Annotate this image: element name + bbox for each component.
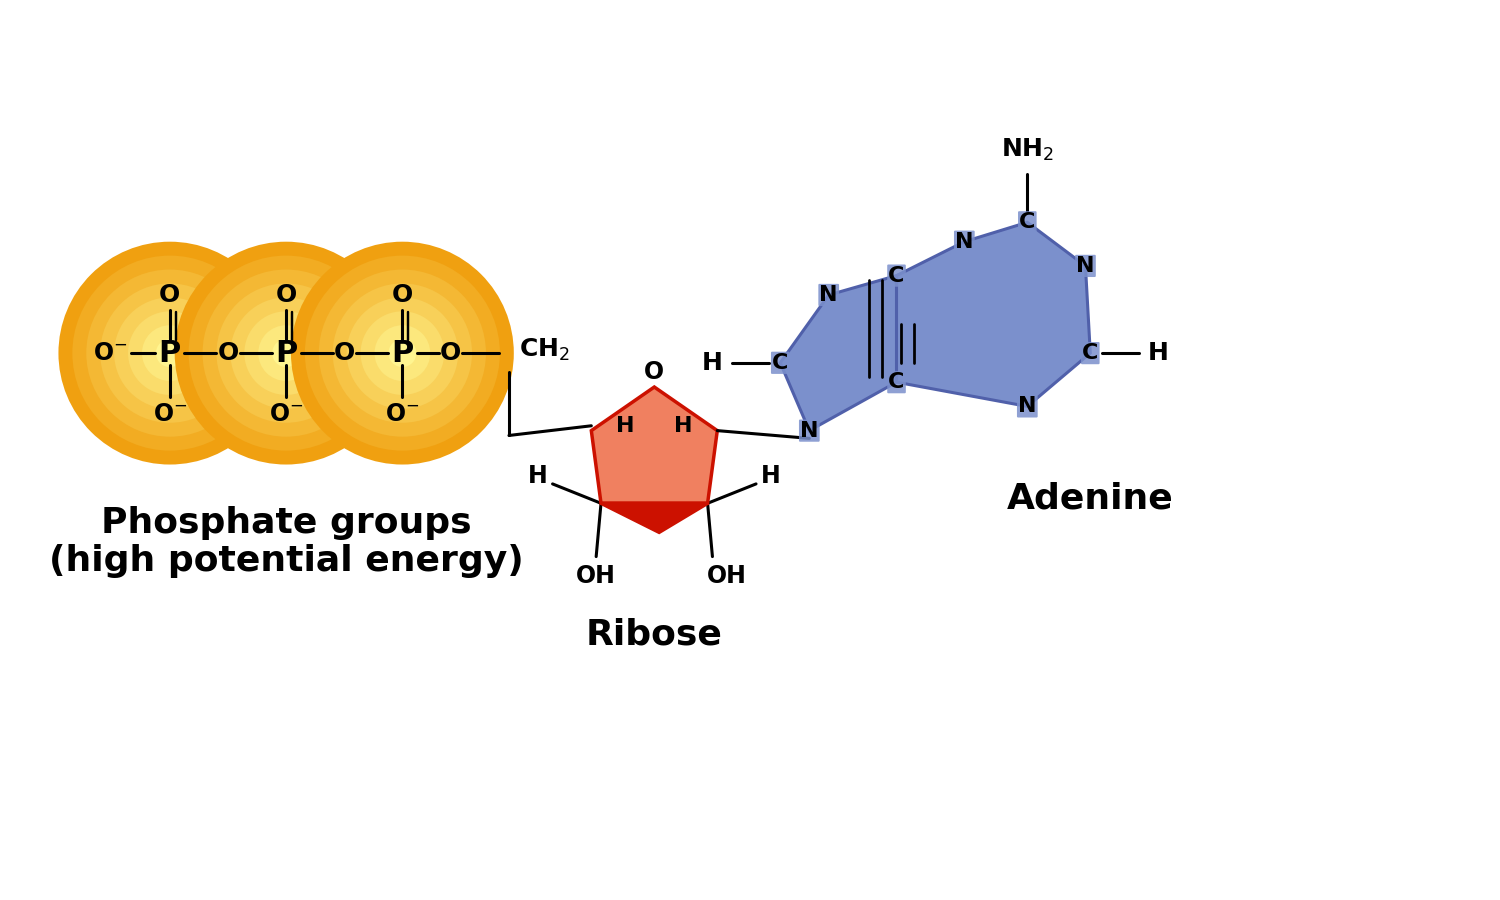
- Ellipse shape: [128, 311, 212, 395]
- Text: N: N: [1076, 256, 1095, 276]
- Text: Phosphate groups: Phosphate groups: [100, 506, 471, 540]
- Text: Adenine: Adenine: [1007, 482, 1173, 516]
- Text: H: H: [528, 464, 548, 488]
- Ellipse shape: [100, 284, 240, 423]
- Text: C: C: [772, 353, 789, 373]
- Ellipse shape: [216, 284, 356, 423]
- Text: NH$_2$: NH$_2$: [1000, 137, 1053, 163]
- Text: O: O: [644, 361, 664, 384]
- Text: H: H: [760, 464, 780, 488]
- Text: C: C: [1082, 343, 1098, 363]
- Text: N: N: [800, 420, 819, 441]
- Ellipse shape: [346, 297, 458, 409]
- Polygon shape: [591, 387, 717, 503]
- Ellipse shape: [388, 339, 417, 367]
- Text: O$^{-}$: O$^{-}$: [93, 341, 128, 365]
- Ellipse shape: [291, 242, 514, 464]
- Text: (high potential energy): (high potential energy): [48, 544, 524, 579]
- Ellipse shape: [258, 325, 314, 381]
- Text: N: N: [1019, 396, 1036, 417]
- Text: H: H: [616, 416, 634, 436]
- Polygon shape: [602, 503, 708, 533]
- Text: O: O: [276, 283, 297, 307]
- Ellipse shape: [333, 284, 472, 423]
- Text: O: O: [440, 341, 462, 365]
- Ellipse shape: [114, 297, 225, 409]
- Text: P: P: [159, 338, 182, 367]
- Ellipse shape: [58, 242, 282, 464]
- Ellipse shape: [304, 256, 500, 451]
- Ellipse shape: [87, 269, 254, 436]
- Text: O: O: [392, 283, 412, 307]
- Text: H: H: [674, 416, 693, 436]
- Ellipse shape: [375, 325, 430, 381]
- Text: H: H: [1148, 341, 1168, 365]
- Text: O$^{-}$: O$^{-}$: [153, 402, 188, 427]
- Text: P: P: [392, 338, 414, 367]
- Ellipse shape: [360, 311, 444, 395]
- Text: P: P: [274, 338, 297, 367]
- Ellipse shape: [189, 256, 384, 451]
- Ellipse shape: [244, 311, 328, 395]
- Ellipse shape: [174, 242, 398, 464]
- Ellipse shape: [142, 325, 198, 381]
- Text: O: O: [217, 341, 238, 365]
- Ellipse shape: [231, 297, 342, 409]
- Ellipse shape: [72, 256, 267, 451]
- Text: Ribose: Ribose: [586, 617, 723, 651]
- Ellipse shape: [156, 339, 184, 367]
- Text: OH: OH: [706, 564, 747, 588]
- Text: O$^{-}$: O$^{-}$: [268, 402, 303, 427]
- Text: C: C: [1019, 212, 1035, 232]
- Text: CH$_2$: CH$_2$: [519, 338, 570, 364]
- Text: OH: OH: [576, 564, 616, 588]
- Text: N: N: [956, 231, 974, 252]
- Ellipse shape: [320, 269, 486, 436]
- Text: N: N: [819, 285, 839, 305]
- Text: O: O: [333, 341, 356, 365]
- Text: H: H: [702, 351, 723, 374]
- Text: O: O: [159, 283, 180, 307]
- Text: C: C: [888, 266, 904, 285]
- Text: C: C: [888, 373, 904, 392]
- Ellipse shape: [202, 269, 369, 436]
- Polygon shape: [897, 222, 1090, 407]
- Text: O$^{-}$: O$^{-}$: [386, 402, 420, 427]
- Polygon shape: [780, 275, 897, 430]
- Ellipse shape: [272, 339, 300, 367]
